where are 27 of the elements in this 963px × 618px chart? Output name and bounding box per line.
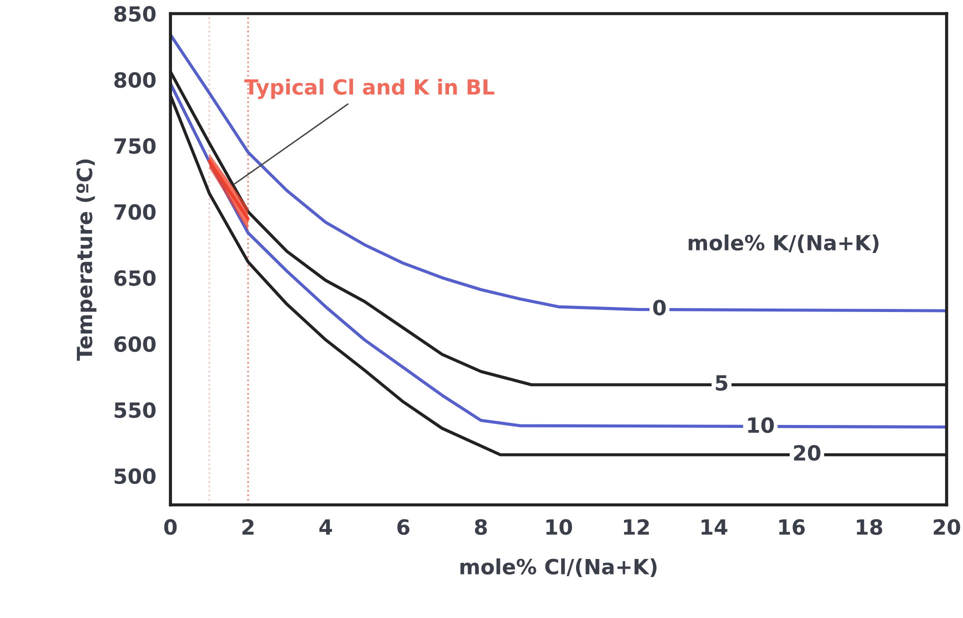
- x-axis-title: mole% Cl/(Na+K): [460, 558, 657, 577]
- y-tick-label: 650: [114, 270, 156, 286]
- y-tick-label: 700: [114, 204, 156, 220]
- annotation: mole% K/(Na+K): [688, 234, 878, 254]
- x-tick-label: 8: [474, 519, 487, 535]
- x-tick-label: 6: [397, 519, 410, 535]
- annotation: 0: [653, 300, 666, 316]
- y-axis-title: Temperature (ºC): [76, 159, 96, 361]
- annotation: 20: [794, 445, 820, 461]
- x-tick-label: 0: [164, 519, 177, 535]
- x-tick-label: 2: [242, 519, 254, 535]
- annotation: 5: [716, 375, 728, 391]
- x-tick-label: 20: [934, 519, 960, 535]
- x-tick-label: 12: [624, 519, 649, 535]
- y-tick-label: 850: [114, 6, 156, 22]
- y-tick-label: 550: [114, 402, 156, 418]
- x-tick-label: 14: [702, 519, 728, 535]
- x-tick-label: 4: [319, 519, 332, 535]
- annotation: Typical Cl and K in BL: [244, 78, 494, 100]
- y-tick-label: 500: [114, 468, 156, 484]
- y-tick-label: 750: [114, 138, 156, 154]
- y-tick-label: 600: [114, 336, 156, 352]
- y-tick-label: 800: [114, 72, 156, 88]
- x-tick-label: 16: [779, 519, 805, 535]
- annotation: 10: [748, 417, 774, 434]
- x-tick-label: 18: [856, 519, 882, 535]
- x-tick-label: 10: [546, 519, 572, 535]
